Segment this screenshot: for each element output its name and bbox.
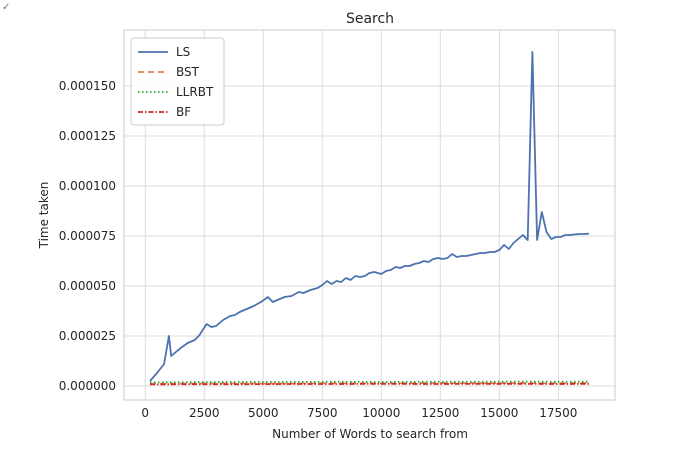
y-axis-ticks: 0.000000 0.000025 0.000050 0.000075 0.000100… <box>59 79 116 393</box>
x-tick-label: 15000 <box>480 406 518 420</box>
x-tick-label: 10000 <box>362 406 400 420</box>
x-tick-label: 0 <box>141 406 149 420</box>
plot-frame <box>123 29 616 401</box>
x-axis-ticks: 0 2500 5000 7500 10000 12500 15000 17500 <box>141 406 577 420</box>
y-tick-label: 0.000050 <box>59 279 116 293</box>
x-tick-label: 12500 <box>421 406 459 420</box>
legend-label-bf: BF <box>176 105 191 119</box>
legend-label-bst: BST <box>176 65 200 79</box>
x-tick-label: 7500 <box>307 406 338 420</box>
x-tick-label: 17500 <box>539 406 577 420</box>
chart-title: Search <box>346 11 394 27</box>
y-tick-label: 0.000150 <box>59 79 116 93</box>
y-tick-label: 0.000075 <box>59 229 116 243</box>
y-tick-label: 0.000100 <box>59 179 116 193</box>
legend: LS BST LLRBT BF <box>130 37 225 126</box>
x-axis-label: Number of Words to search from <box>272 427 468 441</box>
series-line-bf <box>149 382 590 386</box>
legend-label-ls: LS <box>176 45 190 59</box>
legend-label-llrbt: LLRBT <box>176 85 214 99</box>
legend-box <box>130 37 225 126</box>
y-tick-label: 0.000025 <box>59 329 116 343</box>
corner-check-mark: ✓ <box>2 2 11 13</box>
x-tick-label: 5000 <box>248 406 279 420</box>
y-tick-label: 0.000000 <box>59 379 116 393</box>
series-line-ls <box>149 51 590 382</box>
series-layer <box>149 51 590 386</box>
series-line-llrbt <box>149 380 590 384</box>
y-tick-label: 0.000125 <box>59 129 116 143</box>
y-axis-label: Time taken <box>37 182 51 250</box>
x-tick-label: 2500 <box>189 406 220 420</box>
